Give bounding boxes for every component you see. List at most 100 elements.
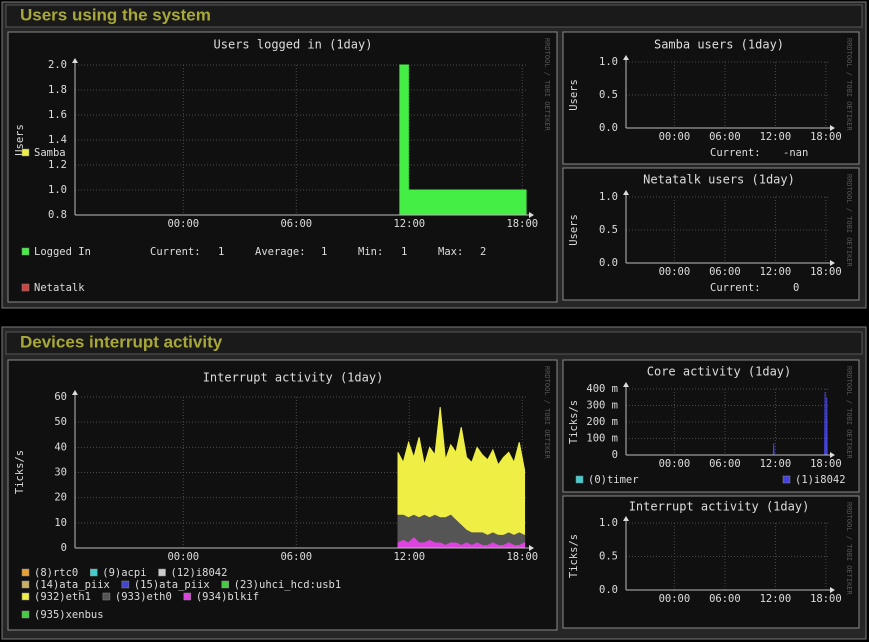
chart-panel <box>562 31 860 165</box>
x-tick-label: 06:00 <box>280 218 312 230</box>
legend-label: Samba <box>34 147 66 159</box>
y-axis-label: Ticks/s <box>568 400 580 444</box>
x-tick-label: 00:00 <box>167 551 199 563</box>
y-tick-label: 1.2 <box>48 159 67 171</box>
x-tick-label: 00:00 <box>659 593 691 605</box>
legend-swatch <box>102 592 111 601</box>
y-tick-label: 50 <box>54 416 67 428</box>
y-tick-label: 0.8 <box>48 209 67 221</box>
legend-label: (934)blkif <box>196 591 259 603</box>
stat-label: Average: <box>255 246 306 258</box>
stat-label: Min: <box>358 246 383 258</box>
y-axis-label: Users <box>14 124 26 156</box>
x-tick-label: 06:00 <box>709 131 741 143</box>
series-area <box>397 514 526 549</box>
y-tick-label: 100 m <box>586 433 618 445</box>
axis-arrow <box>830 260 835 266</box>
legend-label: (932)eth1 <box>34 591 91 603</box>
y-tick-label: 0.5 <box>599 224 618 236</box>
x-tick-label: 18:00 <box>506 551 538 563</box>
legend-swatch <box>183 592 192 601</box>
stat-label: Current: <box>150 246 201 258</box>
legend-label: (23)uhci_hcd:usb1 <box>234 579 341 591</box>
chart-panel <box>562 495 860 629</box>
legend-swatch <box>21 568 30 577</box>
watermark: RRDTOOL / TOBI OETIKER <box>543 366 551 460</box>
legend-swatch <box>21 247 30 256</box>
y-tick-label: 1.8 <box>48 84 67 96</box>
x-tick-label: 12:00 <box>760 593 792 605</box>
y-tick-label: 0.5 <box>599 89 618 101</box>
y-tick-label: 0.0 <box>599 122 618 134</box>
y-tick-label: 300 m <box>586 400 618 412</box>
legend-swatch <box>21 283 30 292</box>
axis-arrow <box>830 125 835 131</box>
y-tick-label: 1.4 <box>48 134 67 146</box>
section-header <box>5 4 863 28</box>
chart-panel <box>562 167 860 301</box>
axis-arrow <box>623 55 629 60</box>
legend-label: (15)ata_piix <box>134 579 210 591</box>
section-title: Devices interrupt activity <box>20 332 223 351</box>
x-tick-label: 18:00 <box>810 458 842 470</box>
x-tick-label: 00:00 <box>659 131 691 143</box>
y-tick-label: 0.5 <box>599 551 618 563</box>
section-header <box>5 331 863 355</box>
x-tick-label: 06:00 <box>280 551 312 563</box>
legend-label: Netatalk <box>34 282 85 294</box>
y-tick-label: 30 <box>54 467 67 479</box>
y-tick-label: 2.0 <box>48 59 67 71</box>
series-area <box>397 407 526 549</box>
section-title: Users using the system <box>20 5 211 24</box>
legend-label: (0)timer <box>588 474 639 486</box>
stat-label: Current: <box>710 147 761 159</box>
x-tick-label: 18:00 <box>810 266 842 278</box>
y-tick-label: 0.0 <box>599 257 618 269</box>
legend-swatch <box>21 610 30 619</box>
stat-value: 1 <box>218 246 224 258</box>
stat-label: Max: <box>438 246 463 258</box>
y-axis-label: Ticks/s <box>14 450 26 494</box>
y-tick-label: 0 <box>612 449 618 461</box>
stat-value: -nan <box>783 147 808 159</box>
axis-arrow <box>623 382 629 387</box>
y-tick-label: 0 <box>61 542 67 554</box>
stat-label: Current: <box>710 282 761 294</box>
legend-label: (12)i8042 <box>171 567 228 579</box>
legend-label: (933)eth0 <box>115 591 172 603</box>
y-tick-label: 1.0 <box>599 517 618 529</box>
series-area <box>772 392 828 456</box>
legend-swatch <box>158 568 166 577</box>
chart-title: Interrupt activity (1day) <box>629 500 810 514</box>
watermark: RRDTOOL / TOBI OETIKER <box>845 366 853 460</box>
chart-panel <box>562 359 860 493</box>
watermark: RRDTOOL / TOBI OETIKER <box>543 38 551 132</box>
x-tick-label: 12:00 <box>760 131 792 143</box>
y-tick-label: 400 m <box>586 383 618 395</box>
x-tick-label: 00:00 <box>659 266 691 278</box>
legend-label: (9)acpi <box>102 567 146 579</box>
x-tick-label: 12:00 <box>760 458 792 470</box>
y-tick-label: 60 <box>54 391 67 403</box>
legend-swatch <box>121 580 130 589</box>
chart-panel <box>7 31 558 303</box>
y-tick-label: 20 <box>54 492 67 504</box>
x-tick-label: 00:00 <box>659 458 691 470</box>
legend-swatch <box>90 568 98 577</box>
axis-arrow <box>830 587 835 593</box>
axis-arrow <box>72 390 78 395</box>
legend-swatch <box>221 580 229 589</box>
stat-value: 1 <box>321 246 327 258</box>
stat-value: 0 <box>793 282 799 294</box>
y-tick-label: 1.6 <box>48 109 67 121</box>
y-tick-label: 200 m <box>586 416 618 428</box>
watermark: RRDTOOL / TOBI OETIKER <box>845 502 853 596</box>
axis-arrow <box>830 452 835 458</box>
axis-arrow <box>529 545 534 551</box>
x-tick-label: 12:00 <box>760 266 792 278</box>
chart-title: Samba users (1day) <box>654 38 784 52</box>
legend-swatch <box>575 475 584 484</box>
y-tick-label: 1.0 <box>48 184 67 196</box>
